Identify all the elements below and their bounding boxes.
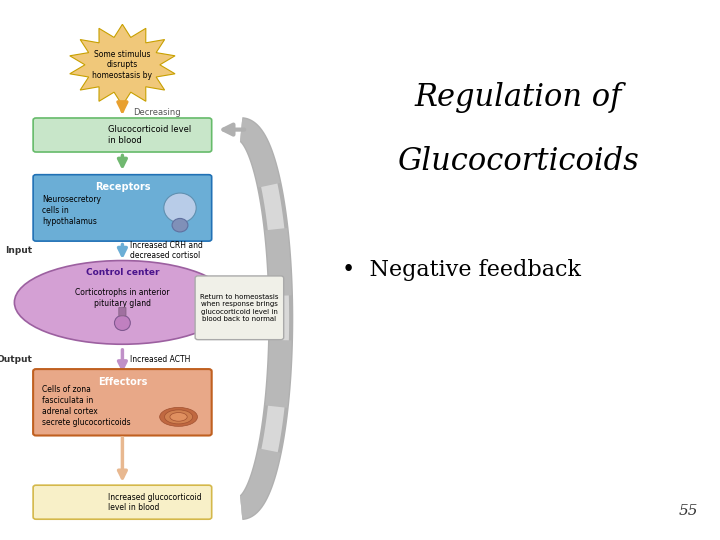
Text: Effectors: Effectors (98, 376, 147, 387)
Text: Neurosecretory
cells in
hypothalamus: Neurosecretory cells in hypothalamus (42, 195, 101, 226)
Text: Increased ACTH: Increased ACTH (130, 355, 190, 364)
Polygon shape (70, 24, 175, 105)
Text: Increased CRH and
decreased cortisol: Increased CRH and decreased cortisol (130, 241, 202, 260)
Text: •  Negative feedback: • Negative feedback (342, 259, 581, 281)
Ellipse shape (114, 315, 130, 330)
FancyBboxPatch shape (33, 118, 212, 152)
Text: Decreasing: Decreasing (133, 108, 181, 117)
Text: Glucocorticoid level
in blood: Glucocorticoid level in blood (108, 125, 192, 145)
Text: Some stimulus
disrupts
homeostasis by: Some stimulus disrupts homeostasis by (92, 50, 153, 80)
FancyBboxPatch shape (33, 485, 212, 519)
Ellipse shape (14, 260, 230, 345)
FancyBboxPatch shape (119, 307, 126, 316)
Ellipse shape (160, 407, 197, 427)
Text: Corticotrophs in anterior
pituitary gland: Corticotrophs in anterior pituitary glan… (75, 288, 170, 308)
Text: Glucocorticoids: Glucocorticoids (397, 146, 639, 178)
Text: Return to homeostasis
when response brings
glucocorticoid level in
blood back to: Return to homeostasis when response brin… (200, 294, 279, 322)
Text: Input: Input (5, 246, 32, 255)
FancyBboxPatch shape (33, 369, 212, 435)
FancyBboxPatch shape (195, 276, 284, 340)
FancyBboxPatch shape (33, 175, 212, 241)
Ellipse shape (170, 413, 187, 421)
Text: Increased glucocorticoid
level in blood: Increased glucocorticoid level in blood (108, 492, 202, 512)
Text: Control center: Control center (86, 268, 159, 277)
Text: Output: Output (0, 355, 32, 364)
Ellipse shape (164, 193, 196, 222)
Text: Receptors: Receptors (94, 181, 150, 192)
Ellipse shape (172, 218, 188, 232)
Text: 55: 55 (679, 504, 698, 518)
Text: Regulation of: Regulation of (415, 82, 622, 113)
Text: Cells of zona
fasciculata in
adrenal cortex
secrete glucocorticoids: Cells of zona fasciculata in adrenal cor… (42, 385, 130, 427)
Ellipse shape (165, 410, 193, 424)
